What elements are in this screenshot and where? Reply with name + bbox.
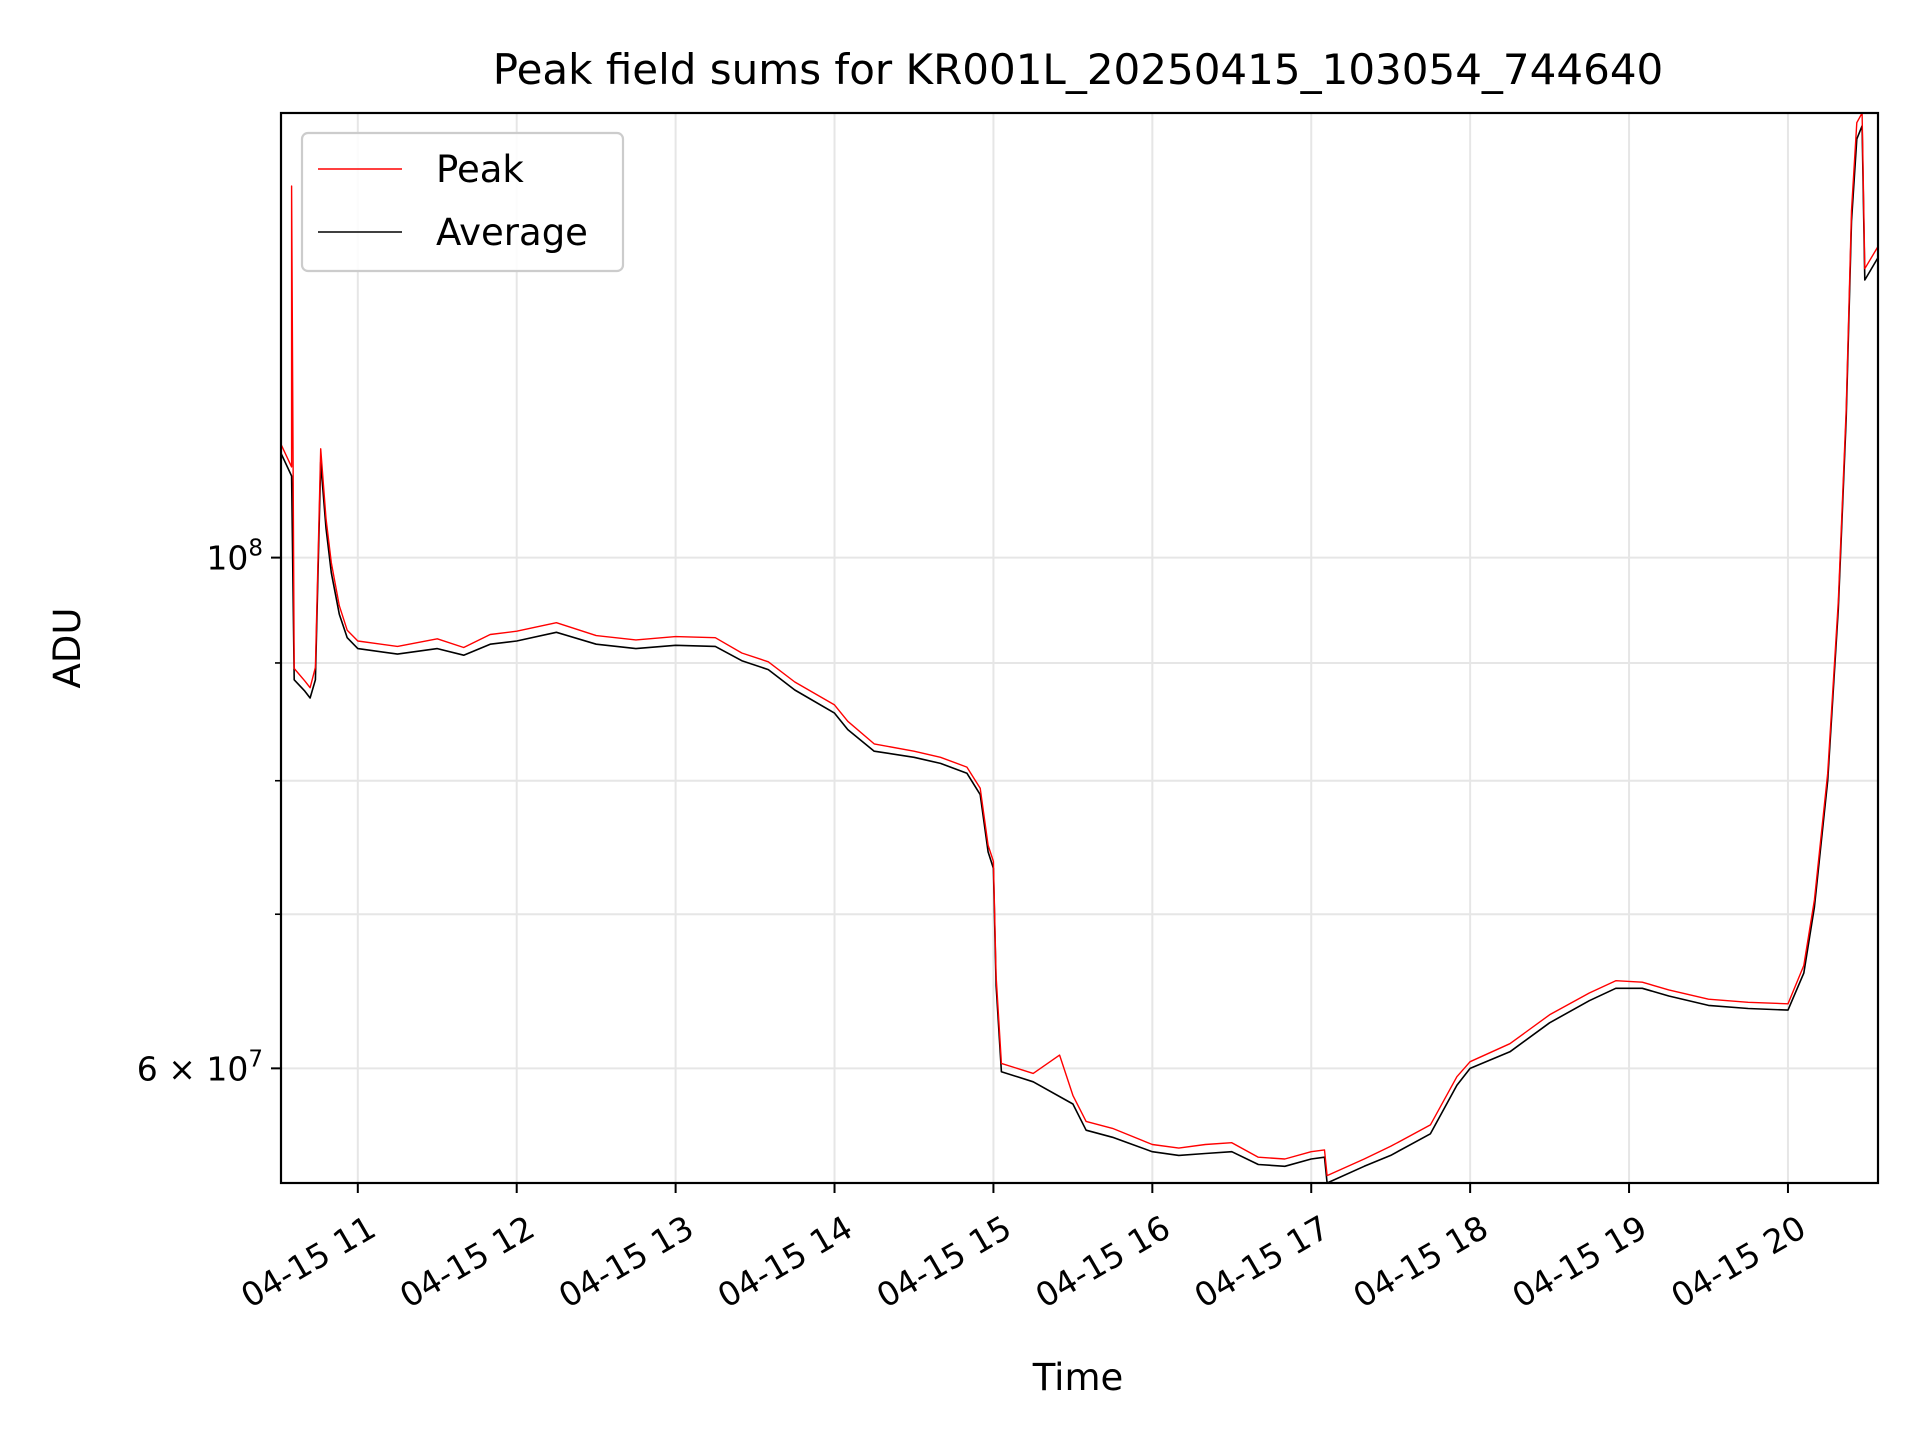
y-tick-label: 6 × 107 — [137, 1046, 263, 1088]
y-tick-exponent: 8 — [248, 536, 263, 562]
chart-title: Peak field sums for KR001L_20250415_1030… — [493, 45, 1664, 94]
legend-box — [300, 131, 625, 273]
plot-lines — [280, 112, 1879, 1184]
legend-label-average: Average — [436, 211, 588, 254]
y-axis-label: ADU — [46, 608, 89, 689]
series-line-peak — [280, 112, 1879, 1177]
series-line-average — [280, 125, 1879, 1184]
y-tick-exponent: 7 — [248, 1046, 263, 1072]
legend-label-peak: Peak — [436, 148, 524, 191]
grid — [281, 113, 1878, 1183]
legend: Peak Average — [300, 131, 625, 273]
axes-frame — [279, 111, 1880, 1185]
x-axis-label: Time — [1032, 1356, 1124, 1399]
